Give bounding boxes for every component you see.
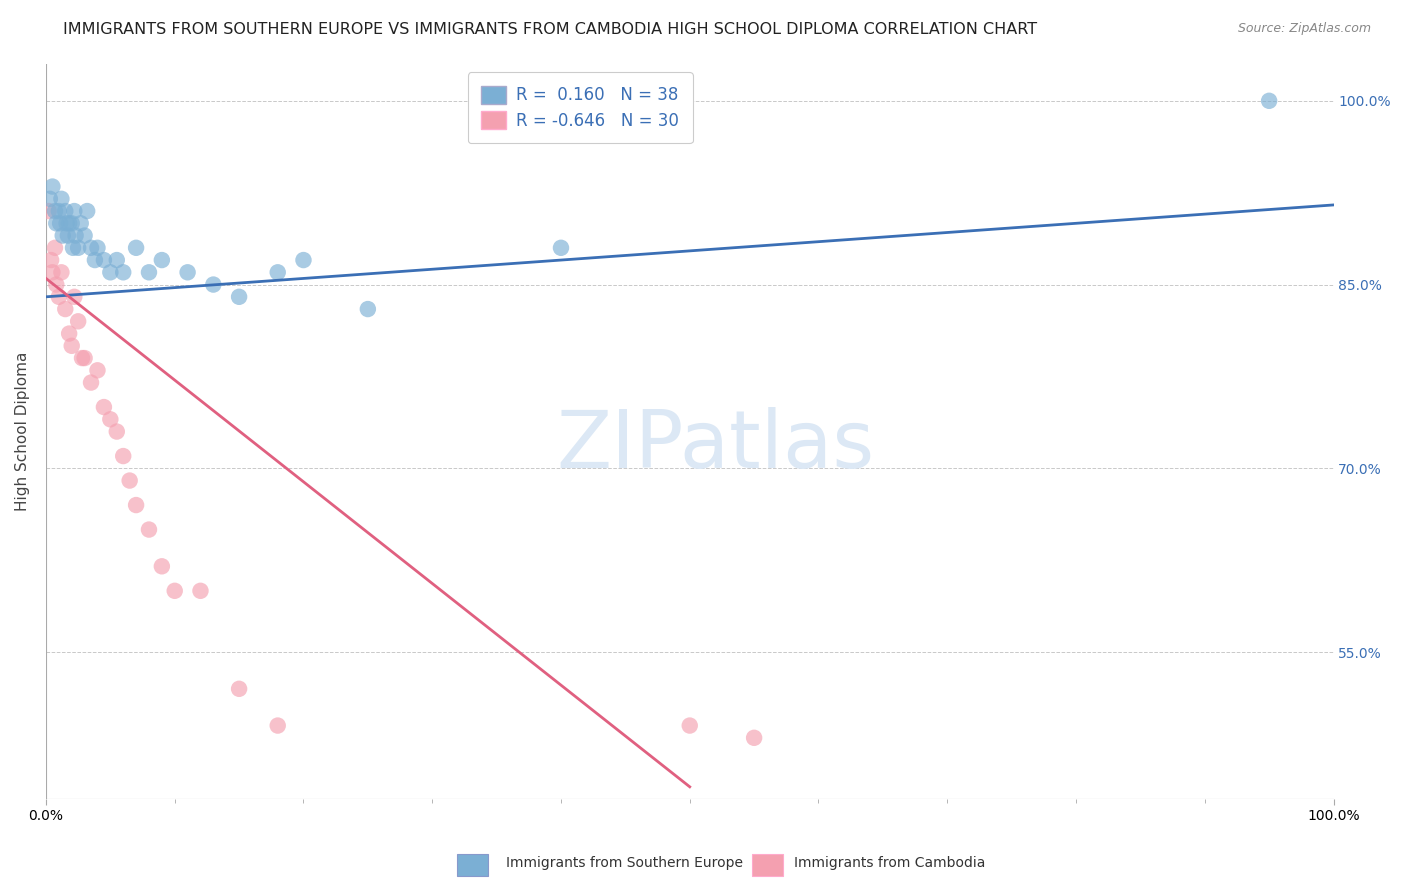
Point: [150, 253, 173, 268]
Point: [118, 474, 141, 488]
Point: [45, 277, 67, 292]
Y-axis label: High School Diploma: High School Diploma: [15, 351, 30, 511]
Point: [86, 241, 108, 255]
Text: Immigrants from Southern Europe: Immigrants from Southern Europe: [506, 856, 744, 871]
Point: [267, 265, 290, 279]
Point: [41, 179, 63, 194]
Point: [80, 376, 103, 390]
Point: [39, 253, 62, 268]
Point: [98, 265, 121, 279]
Point: [138, 265, 160, 279]
Point: [67, 241, 90, 255]
Point: [69, 216, 91, 230]
Point: [105, 425, 128, 439]
Point: [53, 204, 76, 219]
Point: [742, 731, 765, 745]
Point: [52, 228, 75, 243]
Point: [41, 265, 63, 279]
Point: [93, 253, 115, 268]
Legend: R =  0.160   N = 38, R = -0.646   N = 30: R = 0.160 N = 38, R = -0.646 N = 30: [468, 72, 693, 143]
Text: IMMIGRANTS FROM SOUTHERN EUROPE VS IMMIGRANTS FROM CAMBODIA HIGH SCHOOL DIPLOMA : IMMIGRANTS FROM SOUTHERN EUROPE VS IMMIG…: [63, 22, 1038, 37]
Point: [58, 326, 80, 341]
Point: [56, 228, 79, 243]
Point: [67, 314, 90, 328]
Point: [70, 351, 93, 365]
Point: [93, 400, 115, 414]
Point: [62, 241, 84, 255]
Point: [80, 241, 103, 255]
Point: [60, 339, 83, 353]
Point: [112, 265, 135, 279]
Point: [105, 253, 128, 268]
Point: [125, 241, 148, 255]
Point: [51, 192, 73, 206]
Point: [86, 363, 108, 377]
Point: [53, 301, 76, 316]
Point: [45, 216, 67, 230]
Point: [48, 204, 70, 219]
Point: [63, 290, 86, 304]
Text: Source: ZipAtlas.com: Source: ZipAtlas.com: [1237, 22, 1371, 36]
Point: [150, 559, 173, 574]
Point: [58, 216, 80, 230]
Text: ZIPatlas: ZIPatlas: [557, 408, 875, 485]
Point: [60, 216, 83, 230]
Point: [63, 204, 86, 219]
Point: [48, 290, 70, 304]
Point: [228, 681, 250, 696]
Point: [73, 351, 96, 365]
Point: [98, 412, 121, 426]
Point: [679, 718, 702, 732]
Point: [357, 301, 380, 316]
Point: [267, 718, 290, 732]
Point: [202, 277, 225, 292]
Point: [190, 583, 212, 598]
Point: [38, 192, 60, 206]
Point: [112, 449, 135, 463]
Point: [51, 265, 73, 279]
Point: [138, 523, 160, 537]
Point: [83, 253, 105, 268]
Point: [55, 216, 77, 230]
Point: [163, 583, 186, 598]
Point: [125, 498, 148, 512]
Point: [228, 290, 250, 304]
Point: [38, 204, 60, 219]
Point: [292, 253, 315, 268]
Point: [73, 228, 96, 243]
Point: [44, 204, 66, 219]
Point: [550, 241, 572, 255]
Point: [76, 204, 98, 219]
Point: [49, 216, 72, 230]
Point: [1258, 94, 1281, 108]
Point: [44, 241, 66, 255]
Text: Immigrants from Cambodia: Immigrants from Cambodia: [794, 856, 986, 871]
Point: [176, 265, 198, 279]
Point: [65, 228, 87, 243]
